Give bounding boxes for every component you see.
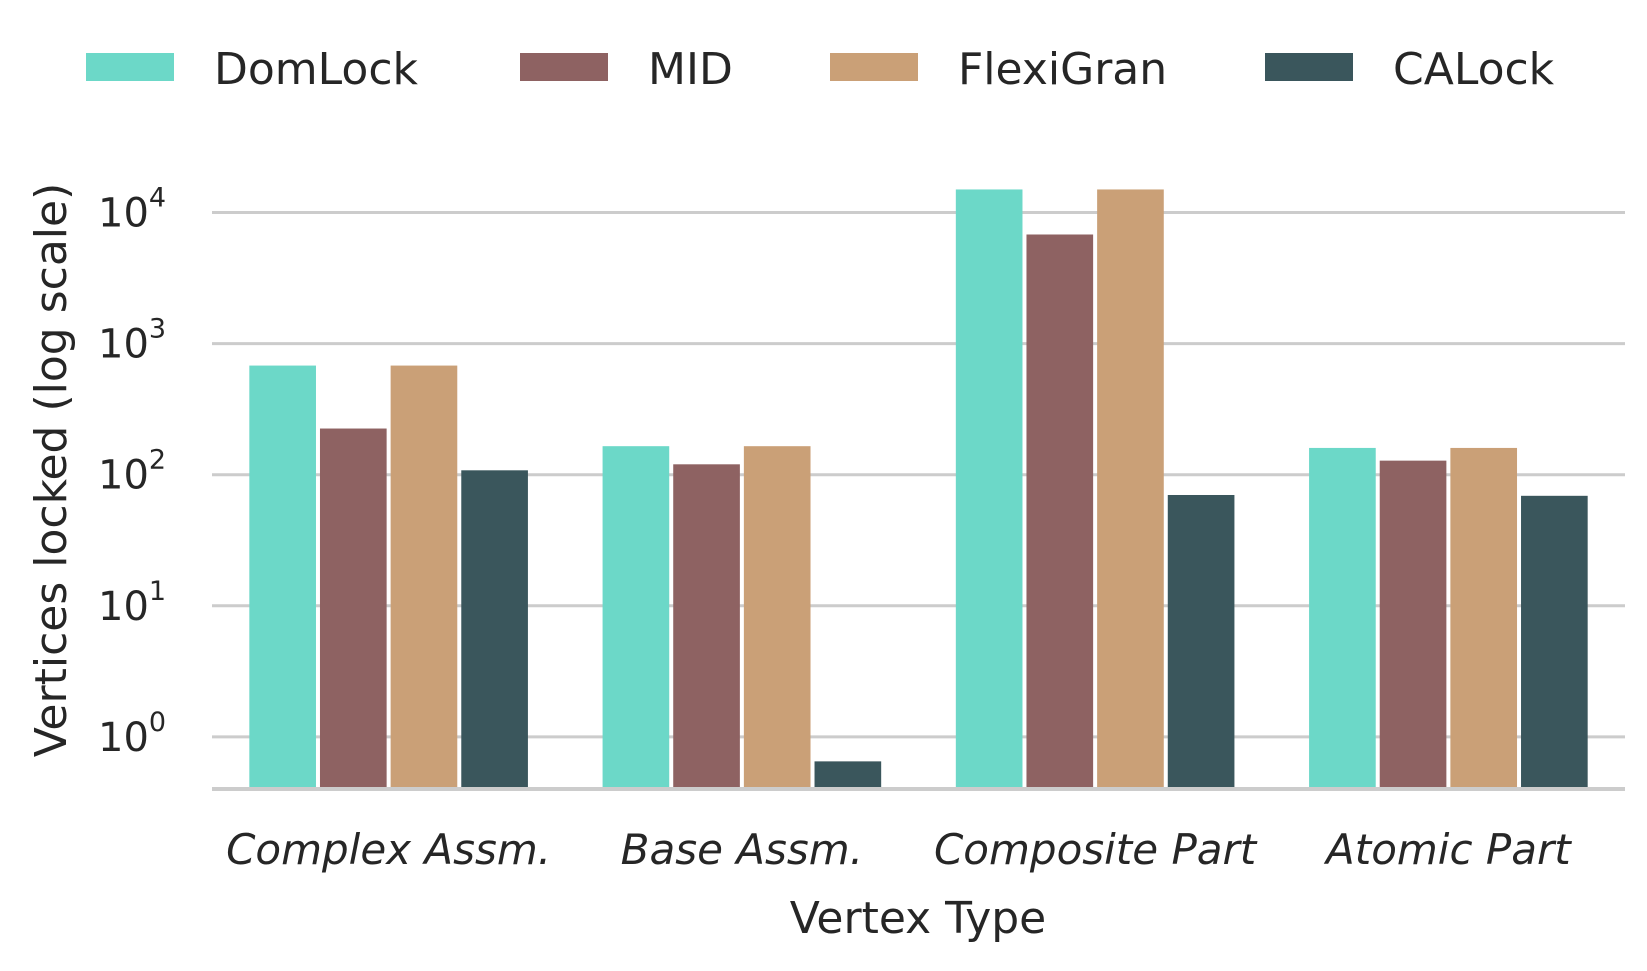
y-tick-base-3: 10	[98, 322, 149, 368]
legend-label-flexigran: FlexiGran	[958, 44, 1167, 95]
bar-domlock-2	[955, 189, 1023, 790]
bar-domlock-0	[249, 365, 316, 789]
legend-swatch-flexigran	[830, 53, 918, 81]
bar-mid-0	[319, 428, 387, 789]
legend-label-domlock: DomLock	[214, 44, 419, 95]
x-tick-label-2: Composite Part	[934, 825, 1258, 874]
y-tick-base-1: 10	[98, 584, 149, 630]
bar-flexigran-2	[1097, 189, 1164, 790]
bar-mid-1	[673, 464, 740, 789]
y-tick-base-2: 10	[98, 453, 149, 499]
y-tick-exp-3: 3	[149, 314, 166, 345]
legend-swatch-calock	[1265, 53, 1353, 81]
legend-label-calock: CALock	[1393, 44, 1555, 95]
bar-domlock-3	[1309, 447, 1376, 789]
bar-flexigran-1	[743, 446, 811, 789]
legend-swatch-domlock	[86, 53, 174, 81]
bar-calock-3	[1521, 495, 1588, 789]
y-tick-exp-4: 4	[149, 183, 166, 214]
y-axis-title: Vertices locked (log scale)	[26, 183, 77, 758]
bar-flexigran-3	[1450, 447, 1518, 789]
bar-calock-2	[1167, 494, 1235, 789]
y-tick-label-1: 101	[98, 576, 166, 630]
x-tick-labels: Complex Assm. Base Assm. Composite Part Ato…	[226, 825, 1572, 874]
y-tick-base-4: 10	[98, 191, 149, 237]
bar-calock-0	[461, 470, 528, 789]
bar-flexigran-0	[390, 365, 458, 789]
bar-calock-1	[814, 761, 882, 789]
y-tick-exp-1: 1	[149, 576, 166, 607]
y-tick-label-3: 103	[98, 314, 166, 368]
bar-mid-2	[1026, 234, 1094, 789]
x-tick-label-1: Base Assm.	[621, 825, 863, 874]
y-tick-label-0: 100	[98, 707, 166, 761]
y-tick-label-2: 102	[98, 445, 166, 499]
y-tick-exp-0: 0	[149, 707, 166, 738]
bars	[249, 189, 1588, 790]
y-tick-label-4: 104	[98, 183, 166, 237]
legend-label-mid: MID	[648, 44, 733, 95]
legend: DomLock MID FlexiGran CALock	[86, 44, 1555, 95]
x-tick-label-3: Atomic Part	[1323, 825, 1572, 874]
x-axis-title: Vertex Type	[790, 893, 1046, 944]
x-tick-label-0: Complex Assm.	[226, 825, 551, 874]
bar-mid-3	[1379, 460, 1447, 789]
bar-domlock-1	[602, 446, 670, 789]
legend-swatch-mid	[520, 53, 608, 81]
y-tick-exp-2: 2	[149, 445, 166, 476]
y-tick-base-0: 10	[98, 715, 149, 761]
